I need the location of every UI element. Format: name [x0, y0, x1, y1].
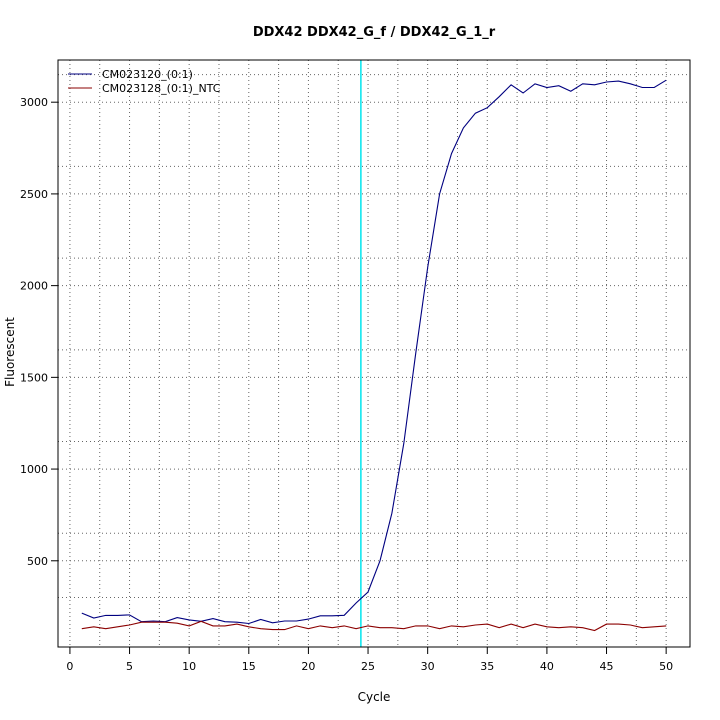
x-axis-label: Cycle: [358, 690, 391, 704]
x-tick-label: 20: [301, 660, 315, 673]
chart-title: DDX42 DDX42_G_f / DDX42_G_1_r: [253, 25, 496, 40]
y-tick-label: 500: [27, 555, 48, 568]
x-tick-label: 15: [242, 660, 256, 673]
x-tick-label: 5: [126, 660, 133, 673]
y-axis: 500 1000 1500 2000 2500 3000: [20, 96, 59, 568]
legend-label: CM023128_(0:1)_NTC: [102, 82, 221, 95]
y-axis-label: Fluorescent: [3, 317, 17, 387]
y-tick-label: 2000: [20, 280, 48, 293]
y-tick-label: 3000: [20, 96, 48, 109]
y-tick-label: 1500: [20, 371, 48, 384]
x-tick-label: 25: [361, 660, 375, 673]
y-tick-label: 2500: [20, 188, 48, 201]
x-tick-label: 45: [600, 660, 614, 673]
x-tick-label: 30: [421, 660, 435, 673]
series-group: [81, 79, 667, 632]
plot-area-border: [57, 59, 691, 648]
x-tick-label: 35: [480, 660, 494, 673]
legend: CM023120_(0:1)CM023128_(0:1)_NTC: [68, 68, 221, 95]
series-line-2: [81, 620, 667, 632]
x-tick-label: 0: [66, 660, 73, 673]
x-tick-label: 50: [659, 660, 673, 673]
x-tick-label: 10: [182, 660, 196, 673]
x-tick-label: 40: [540, 660, 554, 673]
grid: [58, 60, 690, 647]
series-line-1: [81, 79, 667, 625]
x-axis: 0 5 10 15 20 25 30 35 40 45 50: [66, 646, 673, 673]
y-tick-label: 1000: [20, 463, 48, 476]
legend-label: CM023120_(0:1): [102, 68, 193, 81]
